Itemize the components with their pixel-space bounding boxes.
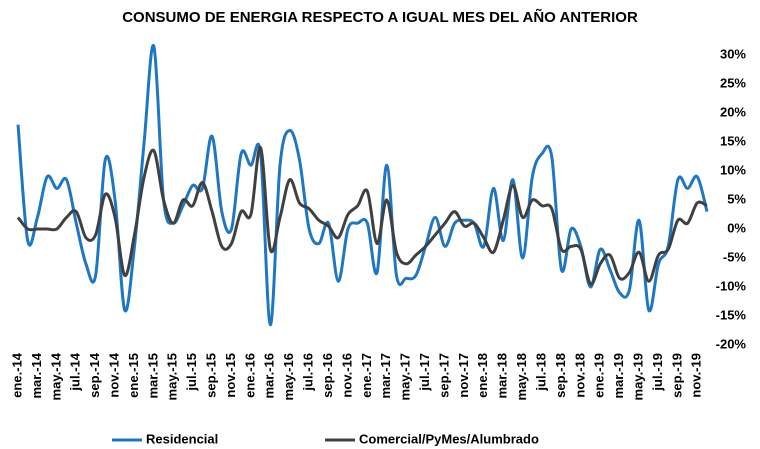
x-tick-label: may.-15 xyxy=(165,353,180,400)
x-tick-label: nov.-16 xyxy=(339,353,354,398)
x-tick-label: ene.-15 xyxy=(126,353,141,398)
x-tick-label: ene.-19 xyxy=(592,353,607,398)
x-tick-label: nov.-14 xyxy=(106,352,121,397)
y-tick-label: -10% xyxy=(716,278,747,293)
x-tick-label: mar.-15 xyxy=(145,353,160,399)
legend-label: Comercial/PyMes/Alumbrado xyxy=(359,431,539,446)
x-tick-label: sep.-18 xyxy=(553,353,568,398)
x-tick-label: ene.-18 xyxy=(475,353,490,398)
x-tick-label: sep.-17 xyxy=(436,353,451,398)
y-tick-label: 25% xyxy=(720,75,746,90)
x-tick-label: ene.-17 xyxy=(359,353,374,398)
y-tick-label: -20% xyxy=(716,336,747,351)
x-tick-label: may.-19 xyxy=(631,353,646,400)
x-tick-label: ene.-16 xyxy=(242,353,257,398)
x-tick-label: sep.-15 xyxy=(204,353,219,398)
x-tick-label: mar.-17 xyxy=(378,353,393,399)
x-tick-label: nov.-15 xyxy=(223,353,238,398)
y-tick-label: -5% xyxy=(723,249,747,264)
y-tick-label: 15% xyxy=(720,133,746,148)
x-tick-label: may.-16 xyxy=(281,353,296,400)
y-tick-label: 0% xyxy=(727,220,746,235)
x-tick-label: jul.-18 xyxy=(533,353,548,392)
x-tick-label: may.-17 xyxy=(398,353,413,400)
x-tick-label: nov.-18 xyxy=(572,353,587,398)
x-tick-label: jul.-16 xyxy=(301,353,316,392)
y-tick-label: -15% xyxy=(716,307,747,322)
x-tick-label: jul.-15 xyxy=(184,353,199,392)
y-tick-label: 30% xyxy=(720,46,746,61)
x-tick-label: mar.-19 xyxy=(611,353,626,399)
x-tick-label: jul.-19 xyxy=(650,353,665,392)
x-tick-label: ene.-14 xyxy=(9,352,24,398)
x-tick-label: mar.-18 xyxy=(495,353,510,399)
legend-label: Residencial xyxy=(146,431,218,446)
x-tick-label: may.-18 xyxy=(514,353,529,400)
series-line xyxy=(16,146,708,286)
x-tick-label: mar.-14 xyxy=(29,352,44,398)
x-tick-label: jul.-14 xyxy=(68,352,83,391)
series-line xyxy=(16,44,709,327)
y-tick-label: 10% xyxy=(720,162,746,177)
x-tick-label: mar.-16 xyxy=(262,353,277,399)
x-tick-label: sep.-19 xyxy=(669,353,684,398)
x-tick-label: jul.-17 xyxy=(417,353,432,392)
y-tick-label: 5% xyxy=(727,191,746,206)
x-tick-label: sep.-16 xyxy=(320,353,335,398)
chart-title: CONSUMO DE ENERGIA RESPECTO A IGUAL MES … xyxy=(122,8,638,26)
x-tick-label: may.-14 xyxy=(48,352,63,400)
x-tick-label: sep.-14 xyxy=(87,352,102,398)
x-tick-label: nov.-19 xyxy=(689,353,704,398)
x-tick-label: nov.-17 xyxy=(456,353,471,398)
y-tick-label: 20% xyxy=(720,104,746,119)
